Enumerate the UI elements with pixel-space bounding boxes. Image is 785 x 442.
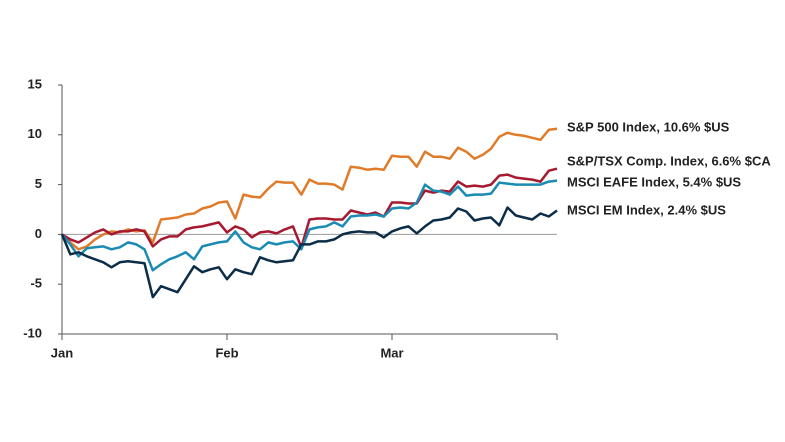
series-label: MSCI EAFE Index, 5.4% $US	[567, 174, 741, 189]
series-line	[60, 206, 558, 299]
x-tick-label: Feb	[215, 345, 238, 360]
y-tick-label: -5	[30, 276, 42, 291]
series-label: S&P/TSX Comp. Index, 6.6% $CA	[567, 153, 771, 168]
y-tick-label: -10	[23, 325, 42, 340]
series-line	[61, 179, 558, 272]
y-tick-label: 5	[35, 176, 42, 191]
x-tick-label: Mar	[380, 345, 403, 360]
y-tick-label: 0	[35, 226, 42, 241]
series-line	[61, 167, 558, 249]
x-tick-label: Jan	[51, 345, 73, 360]
y-tick-label: 10	[28, 126, 42, 141]
y-tick-label: 15	[28, 76, 42, 91]
series-label: S&P 500 Index, 10.6% $US	[567, 119, 730, 134]
series-label: MSCI EM Index, 2.4% $US	[567, 202, 726, 217]
